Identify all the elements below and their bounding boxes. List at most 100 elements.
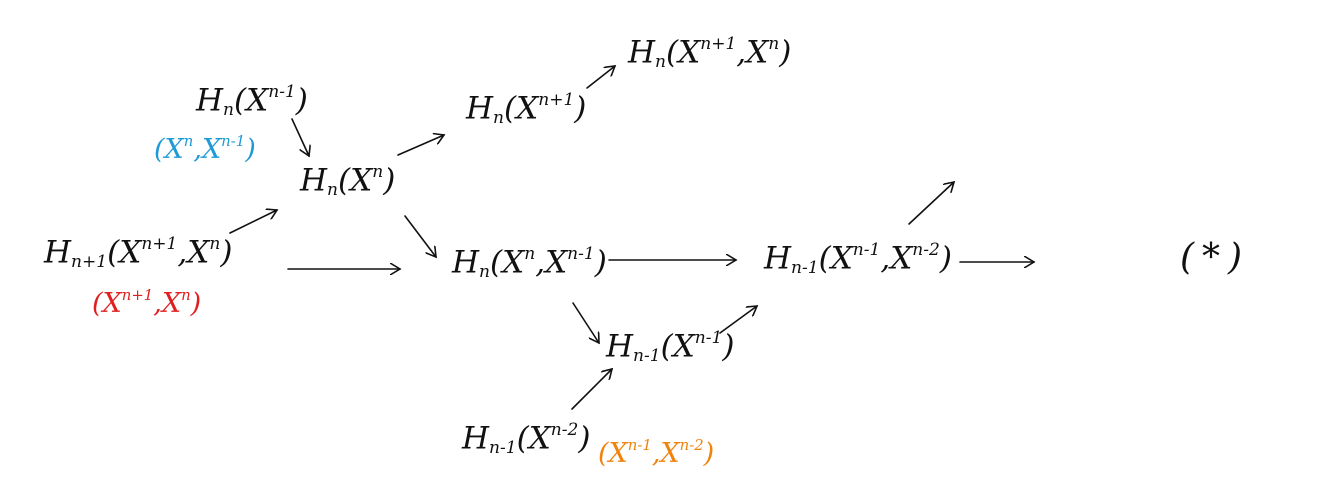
close-paren: ) [939,240,952,277]
operator-subscript: n [493,107,505,128]
space-superscript: n-1 [268,82,296,102]
open-paren: ( [660,328,673,365]
space-superscript: n-2 [912,240,940,260]
comma: , [177,234,188,271]
close-paren: ) [574,90,587,127]
node-hn-xn-xn1: Hn(Xn,Xn-1) [452,244,607,282]
space-x: X [746,34,769,71]
arrow-hn-xn-plus-1-to-hn-xn1-xn [586,66,615,89]
node-hn1-xn1-xn2: Hn-1(Xn-1,Xn-2) [764,240,952,278]
operator-subscript: n-1 [489,437,517,458]
operator-subscript: n-1 [633,345,661,366]
space-superscript: n [181,286,191,304]
space-superscript: n [183,132,194,150]
operator-h: H [462,420,490,457]
space-x: X [187,234,210,271]
space-superscript: n [372,162,384,182]
space-superscript: n-2 [679,436,704,454]
operator-h: H [452,244,480,281]
open-paren: ( [92,287,103,319]
arrow-hn-xn-to-hn-xn-xn1 [404,215,436,257]
node-hn-xn1-xn: Hn(Xn+1,Xn) [628,34,792,72]
star-label: (*) [1180,240,1242,276]
operator-subscript: n [479,261,491,282]
space-superscript: n+1 [121,286,154,304]
comma: , [651,437,661,469]
space-x: X [502,244,525,281]
operator-h: H [606,328,634,365]
operator-h: H [44,234,72,271]
arrow-hn-xn-xn1-to-hn1-xn1 [572,302,599,343]
operator-subscript: n [327,179,339,200]
operator-h: H [628,34,656,71]
close-paren: ) [295,82,308,119]
space-x: X [890,240,913,277]
space-x: X [528,420,551,457]
space-superscript: n-2 [550,420,579,440]
operator-subscript: n [223,99,235,120]
space-superscript: n+1 [141,234,178,254]
space-x: X [119,234,142,271]
space-x: X [516,90,539,127]
space-superscript: n-1 [627,436,652,454]
close-paren: ) [245,133,256,165]
space-x: X [164,133,184,165]
close-paren: ) [1228,237,1243,278]
open-paren: ( [516,420,529,457]
space-superscript: n-1 [852,240,881,260]
space-x: X [660,437,680,469]
space-superscript: n+1 [700,34,737,54]
orange-annotation: (Xn-1,Xn-2) [598,438,714,467]
space-x: X [201,133,222,165]
open-paren: ( [107,234,120,271]
open-paren: ( [666,34,679,71]
close-paren: ) [779,34,792,71]
space-superscript: n-1 [694,328,723,348]
close-paren: ) [220,234,233,271]
red-annotation: (Xn+1,Xn) [92,288,201,317]
arrow-hn-xn-to-hn-xn-plus-1 [397,135,444,156]
arrow-hn1-xn2-to-hn1-xn1 [571,369,612,410]
open-paren: ( [490,244,503,281]
operator-h: H [300,162,328,199]
comma: , [736,34,747,71]
close-paren: ) [703,437,715,469]
close-paren: ) [722,328,735,365]
arrow-hn-xn-1-to-hn-xn [291,118,309,156]
open-paren: ( [338,162,351,199]
operator-h: H [764,240,792,277]
node-hn1-xn2: Hn-1(Xn-2) [462,420,591,458]
open-paren: ( [154,133,165,165]
operator-subscript: n [655,51,667,72]
operator-h: H [196,82,224,119]
comma: , [153,287,162,319]
space-x: X [350,162,373,199]
node-hn-xn: Hn(Xn) [300,162,396,200]
node-hn-xn-plus-1: Hn(Xn+1) [466,90,587,128]
open-paren: ( [1180,237,1195,278]
close-paren: ) [578,420,591,457]
comma: , [535,244,546,281]
space-superscript: n-1 [221,132,246,150]
space-x: X [102,287,122,319]
operator-subscript: n-1 [791,257,819,278]
space-superscript: n+1 [538,90,575,110]
open-paren: ( [504,90,517,127]
space-superscript: n [524,244,536,264]
close-paren: ) [383,162,396,199]
space-x: X [161,287,182,319]
node-hn1-xn1-xn: Hn+1(Xn+1,Xn) [44,234,233,271]
arrow-hn1-xn1-to-hn1-xn1-xn2 [719,306,757,334]
space-x: X [830,240,853,277]
space-x: X [678,34,701,71]
arrow-hn1-xn1-xn-to-hn-xn [229,210,277,234]
space-x: X [672,328,695,365]
open-paren: ( [818,240,831,277]
blue-annotation: (Xn,Xn-1) [154,134,256,163]
operator-h: H [466,90,494,127]
space-x: X [246,82,269,119]
close-paren: ) [190,287,202,319]
space-x: X [545,244,568,281]
close-paren: ) [594,244,607,281]
